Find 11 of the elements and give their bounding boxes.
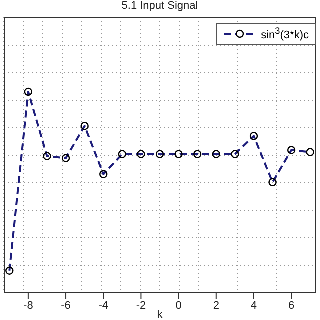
x-tick-label: -8 xyxy=(24,300,34,312)
x-tick-label: 4 xyxy=(250,300,258,312)
x-tick-label: 6 xyxy=(288,300,295,312)
x-tick-label: 2 xyxy=(213,300,220,312)
x-axis-title: k xyxy=(157,309,164,320)
x-tick-label: -2 xyxy=(136,300,146,312)
x-tick-label: 0 xyxy=(176,300,182,312)
x-tick-label: -6 xyxy=(61,300,71,312)
x-tick-label: -4 xyxy=(98,300,109,312)
chart-title: 5.1 Input Signal xyxy=(120,0,200,12)
legend-label: sin$^{3}$(3*k)c xyxy=(261,26,309,42)
